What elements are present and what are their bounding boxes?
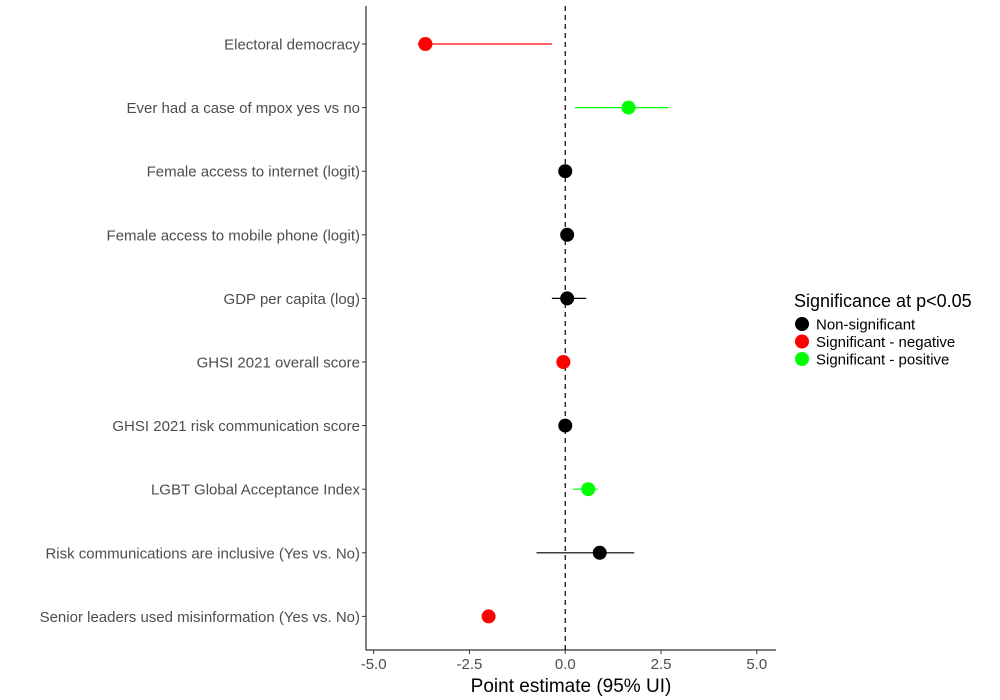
axes xyxy=(365,6,776,651)
point-estimate xyxy=(592,545,607,560)
legend-key xyxy=(795,334,809,349)
point-estimates xyxy=(418,37,636,624)
y-axis-label: LGBT Global Acceptance Index xyxy=(151,482,361,499)
y-axis-label: GDP per capita (log) xyxy=(224,291,360,308)
legend-label: Significant - negative xyxy=(816,334,955,351)
y-axis-labels: Electoral democracy Ever had a case of mp… xyxy=(40,37,366,626)
x-axis-title: Point estimate (95% UI) xyxy=(471,676,672,697)
y-axis-label: Female access to mobile phone (logit) xyxy=(107,227,360,244)
legend-title: Significance at p<0.05 xyxy=(794,291,972,311)
legend-label: Non-significant xyxy=(816,317,916,334)
x-tick-label: -2.5 xyxy=(457,656,483,673)
point-estimate xyxy=(481,609,496,624)
y-axis-label: Female access to internet (logit) xyxy=(147,164,360,181)
point-estimate xyxy=(560,291,575,306)
legend-key xyxy=(795,317,809,331)
x-tick-label: 5.0 xyxy=(746,656,767,673)
point-estimate xyxy=(558,164,573,179)
legend-label: Significant - positive xyxy=(816,352,949,369)
point-estimate xyxy=(556,355,571,369)
x-tick-label: 0.0 xyxy=(555,656,576,673)
y-axis-label: GHSI 2021 risk communication score xyxy=(112,418,360,435)
point-estimate xyxy=(581,482,596,497)
y-axis-label: Senior leaders used misinformation (Yes … xyxy=(40,609,360,626)
y-axis-label: Electoral democracy xyxy=(224,37,360,54)
point-estimate xyxy=(560,227,575,242)
y-axis-label: Ever had a case of mpox yes vs no xyxy=(127,100,360,117)
x-axis-ticks: -5.0 -2.5 0.0 2.5 5.0 xyxy=(361,650,767,673)
x-tick-label: 2.5 xyxy=(651,656,672,673)
x-tick-label: -5.0 xyxy=(361,656,387,673)
legend-key xyxy=(795,352,809,366)
point-estimate xyxy=(418,37,433,51)
legend: Significance at p<0.05 Non-significantSi… xyxy=(794,291,972,369)
confidence-intervals xyxy=(417,43,669,618)
y-axis-label: Risk communications are inclusive (Yes v… xyxy=(45,545,360,562)
y-axis-label: GHSI 2021 overall score xyxy=(197,355,360,372)
point-estimate xyxy=(621,100,636,115)
point-estimate xyxy=(558,418,573,433)
